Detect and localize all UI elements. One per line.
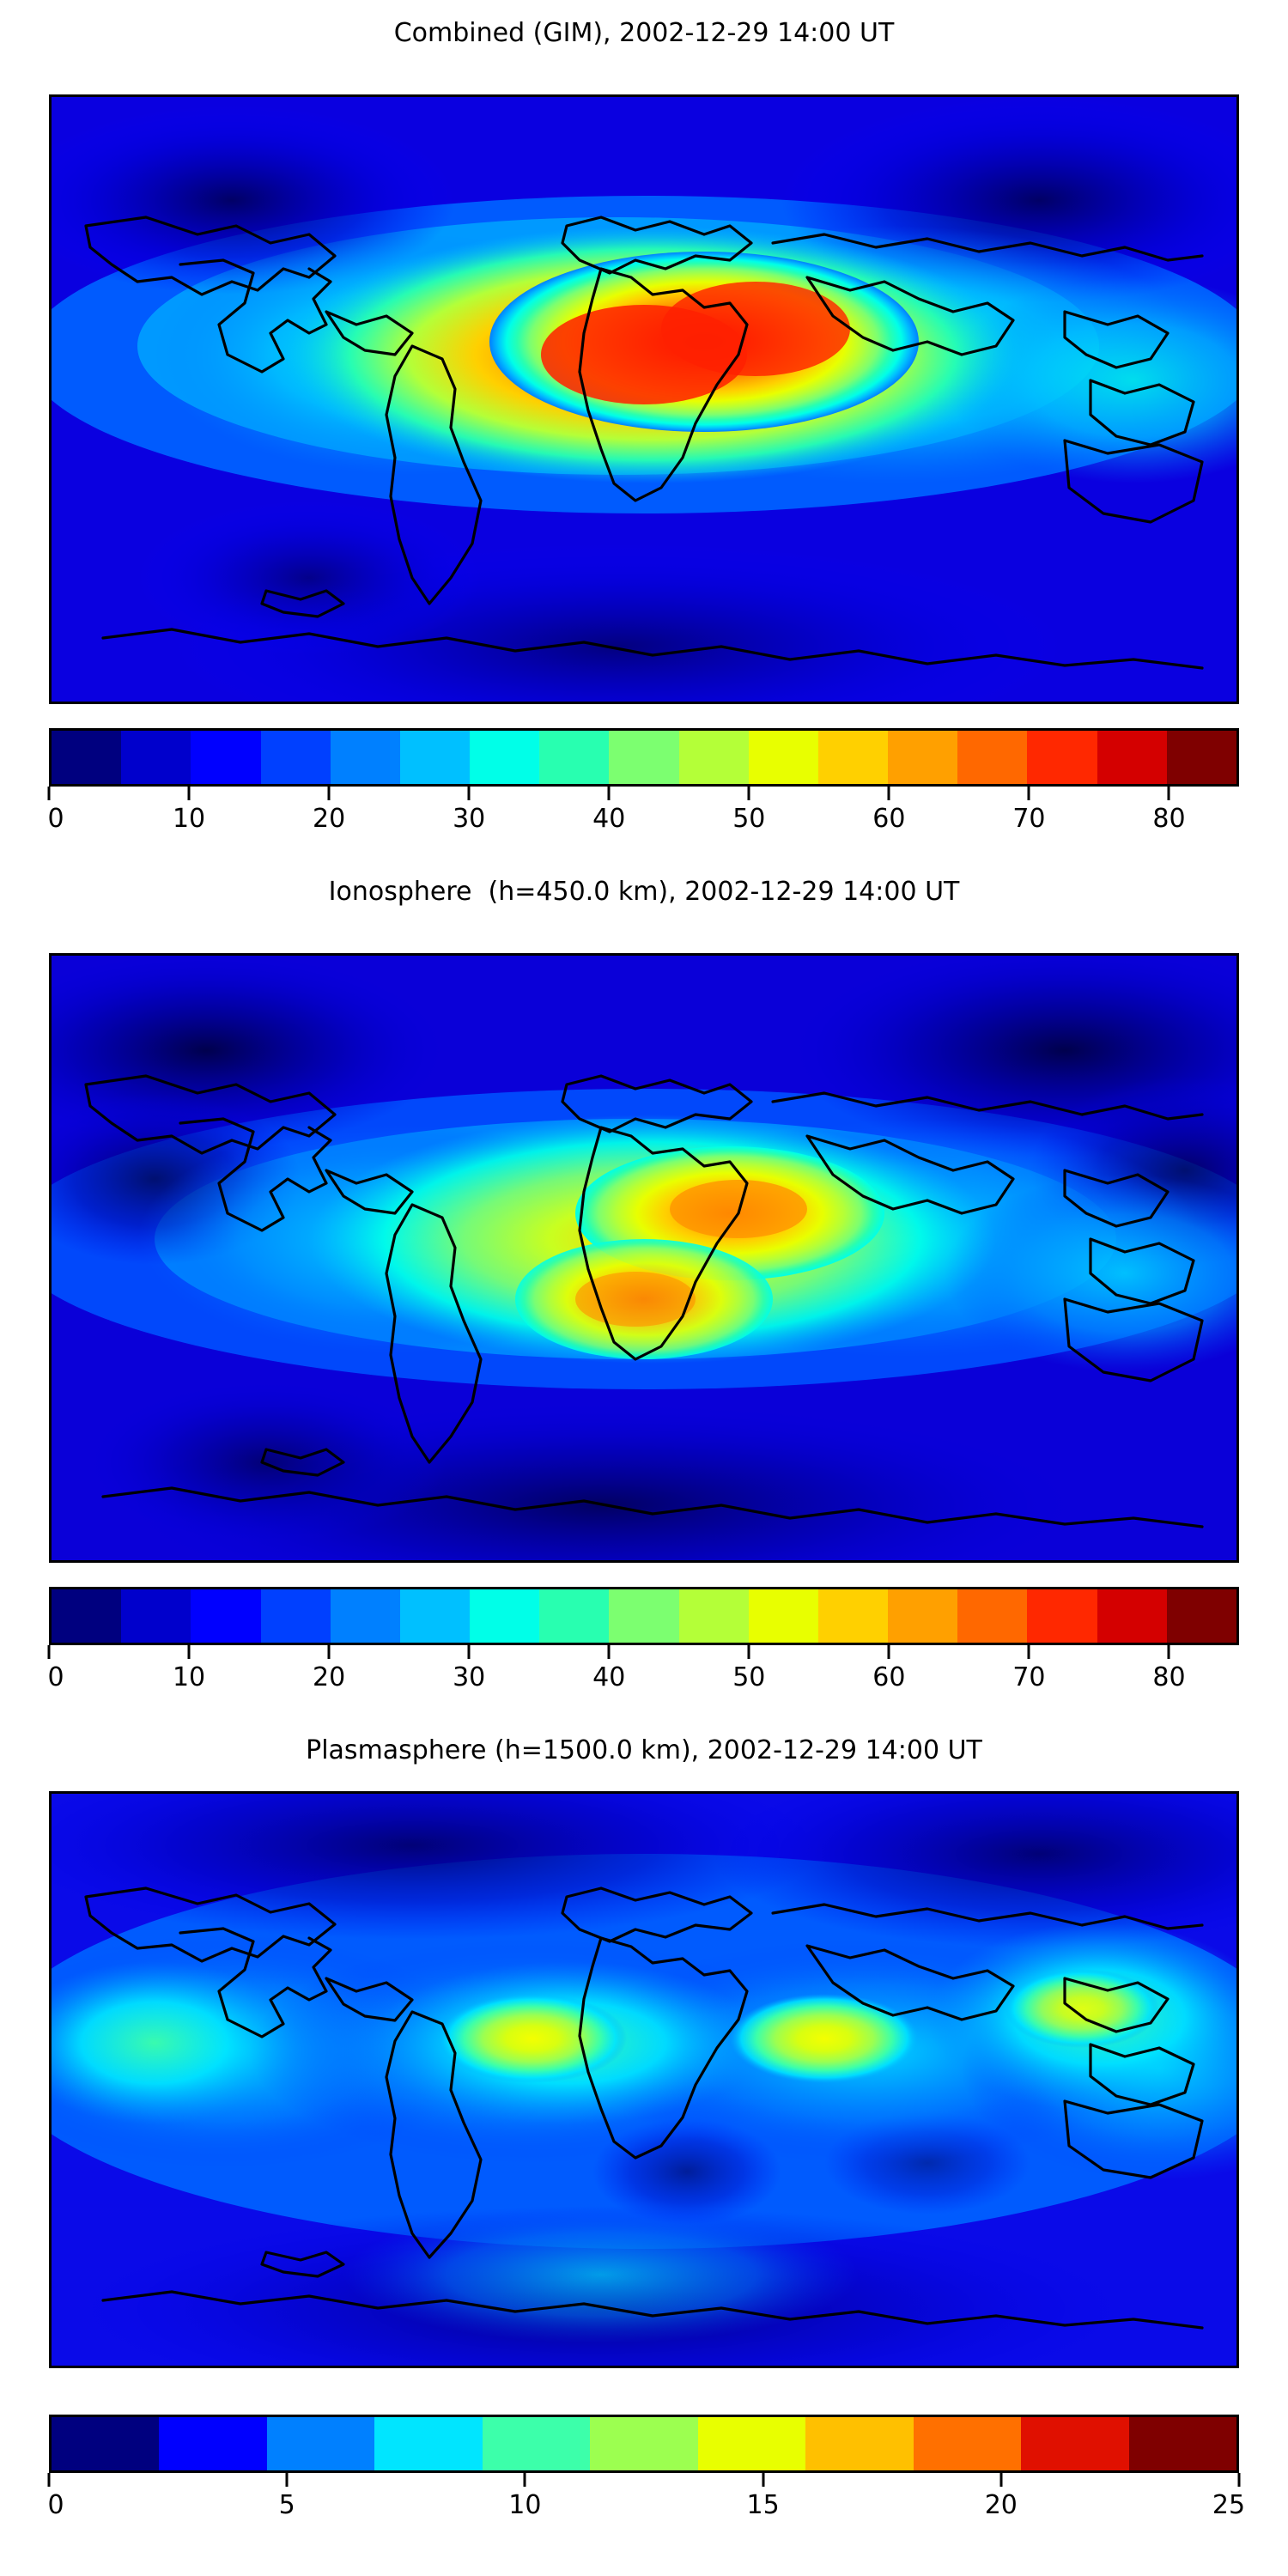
colorbar-tick: [187, 1645, 191, 1659]
colorbar-tick: [887, 787, 890, 800]
panel-title-plasmasphere: Plasmasphere (h=1500.0 km), 2002-12-29 1…: [306, 1735, 982, 1765]
map-axes-ionosphere: [49, 953, 1239, 1563]
colorbar-tick-label: 60: [872, 1662, 906, 1692]
colorbar-tick-label: 25: [1212, 2490, 1246, 2520]
colorbar-tick-label: 80: [1152, 804, 1186, 834]
colorbar-tick-label: 15: [746, 2490, 780, 2520]
colorbar-tick-label: 60: [872, 804, 906, 834]
colorbar-tick: [327, 787, 331, 800]
colorbar-combined: [49, 728, 1239, 787]
colorbar-tick-label: 0: [47, 2490, 64, 2520]
colorbar-tick: [1027, 787, 1030, 800]
panel-ionosphere: Ionosphere (h=450.0 km), 2002-12-29 14:0…: [0, 859, 1288, 1717]
colorbar-tick-label: 80: [1152, 1662, 1186, 1692]
colorbar-tick-label: 5: [278, 2490, 295, 2520]
colorbar-tick: [747, 1645, 750, 1659]
colorbar-tick-label: 10: [172, 1662, 206, 1692]
colorbar-tick-label: 70: [1012, 804, 1046, 834]
colorbar-tick-label: 20: [313, 804, 346, 834]
colorbar-ionosphere: [49, 1587, 1239, 1645]
colorbar-tick-label: 20: [984, 2490, 1018, 2520]
colorbar-labels-plasmasphere: 0 5 10 15 20 25: [0, 2490, 1288, 2524]
panel-plasmasphere: Plasmasphere (h=1500.0 km), 2002-12-29 1…: [0, 1717, 1288, 2576]
colorbar-ticks-combined: [47, 787, 1239, 800]
colorbar-tick: [467, 787, 471, 800]
colorbar-tick: [327, 1645, 331, 1659]
colorbar-tick-label: 0: [47, 804, 64, 834]
colorbar-tick-label: 70: [1012, 1662, 1046, 1692]
colorbar-ticks-ionosphere: [47, 1645, 1239, 1659]
colorbar-tick-label: 30: [453, 804, 486, 834]
colorbar-tick: [467, 1645, 471, 1659]
panel-title-ionosphere: Ionosphere (h=450.0 km), 2002-12-29 14:0…: [328, 877, 960, 907]
colorbar-tick-label: 30: [453, 1662, 486, 1692]
colorbar-tick: [47, 2473, 51, 2487]
colorbar-tick: [747, 787, 750, 800]
colorbar-tick-label: 50: [732, 1662, 766, 1692]
colorbar-tick: [762, 2473, 765, 2487]
colorbar-tick-label: 40: [592, 1662, 626, 1692]
map-field-combined: [52, 97, 1236, 702]
colorbar-tick-label: 50: [732, 804, 766, 834]
colorbar-ticks-plasmasphere: [47, 2473, 1241, 2487]
colorbar-plasmasphere: [49, 2415, 1239, 2473]
colorbar-tick-label: 40: [592, 804, 626, 834]
colorbar-tick: [47, 1645, 51, 1659]
panel-combined: Combined (GIM), 2002-12-29 14:00 UT: [0, 0, 1288, 859]
colorbar-tick: [1167, 1645, 1170, 1659]
colorbar-tick: [285, 2473, 289, 2487]
colorbar-tick-label: 10: [508, 2490, 542, 2520]
colorbar-tick-label: 10: [172, 804, 206, 834]
colorbar-tick: [887, 1645, 890, 1659]
colorbar-tick: [1237, 2473, 1241, 2487]
colorbar-labels-ionosphere: 0 10 20 30 40 50 60 70 80: [0, 1662, 1288, 1697]
colorbar-tick: [47, 787, 51, 800]
colorbar-tick: [523, 2473, 526, 2487]
colorbar-labels-combined: 0 10 20 30 40 50 60 70 80: [0, 804, 1288, 838]
map-field-plasmasphere: [52, 1794, 1236, 2366]
map-axes-plasmasphere: [49, 1791, 1239, 2368]
colorbar-tick-label: 20: [313, 1662, 346, 1692]
map-axes-combined: [49, 94, 1239, 704]
colorbar-tick-label: 0: [47, 1662, 64, 1692]
colorbar-tick: [1027, 1645, 1030, 1659]
colorbar-tick: [607, 787, 611, 800]
map-field-ionosphere: [52, 956, 1236, 1560]
colorbar-tick: [1167, 787, 1170, 800]
colorbar-tick: [999, 2473, 1003, 2487]
panel-title-combined: Combined (GIM), 2002-12-29 14:00 UT: [393, 18, 895, 48]
colorbar-tick: [187, 787, 191, 800]
colorbar-tick: [607, 1645, 611, 1659]
